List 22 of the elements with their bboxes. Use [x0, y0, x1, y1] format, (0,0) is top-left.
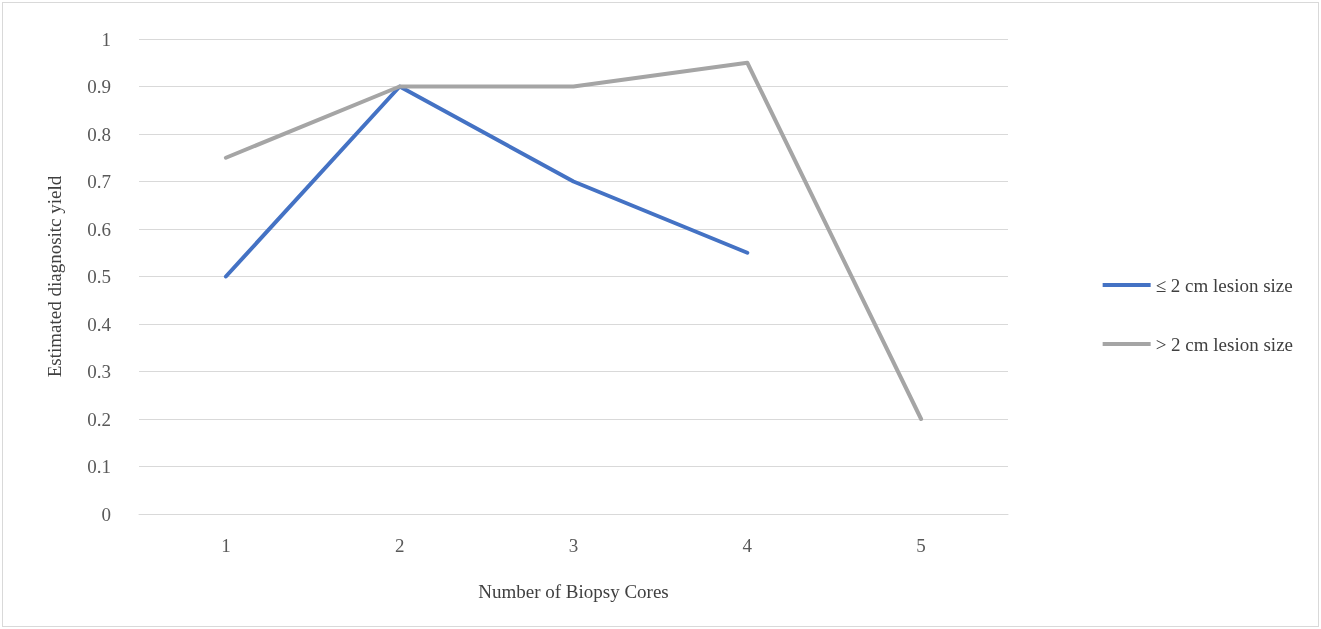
y-tick-label: 0.6: [87, 218, 111, 240]
x-tick-label: 3: [568, 535, 579, 556]
y-axis-title: Estimated diagnositc yield: [44, 175, 65, 378]
x-tick-label: 4: [742, 535, 753, 556]
y-tick-label: 0.5: [87, 266, 111, 287]
line-series: [223, 84, 750, 279]
y-tick-label: 0.8: [87, 123, 111, 145]
y-tick-label: 0.9: [87, 76, 111, 97]
legend-label: ≤ 2 cm lesion size: [1155, 274, 1293, 296]
y-tick-label: 1: [101, 28, 111, 50]
x-axis-title: Number of Biopsy Cores: [478, 581, 669, 602]
y-tick-label: 0.2: [87, 408, 111, 430]
x-tick-label: 1: [221, 535, 231, 556]
legend-label: > 2 cm lesion size: [1155, 333, 1294, 355]
x-tick-label: 2: [394, 535, 405, 556]
y-tick-label: 0.3: [87, 361, 111, 382]
y-tick-label: 0.1: [87, 456, 111, 477]
y-tick-label: 0: [101, 503, 111, 525]
x-tick-label: 5: [916, 535, 926, 556]
y-tick-label: 0.4: [87, 313, 112, 335]
line-series: [223, 60, 924, 421]
y-tick-label: 0.7: [87, 171, 111, 192]
